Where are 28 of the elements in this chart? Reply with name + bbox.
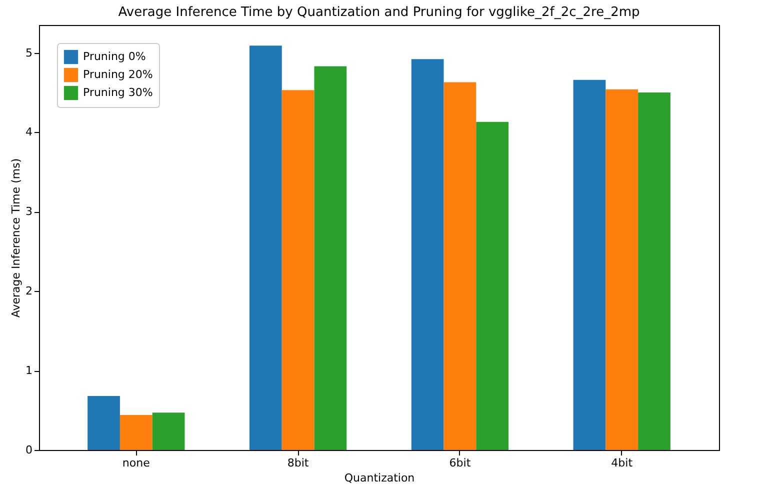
- bar: [638, 92, 670, 450]
- bar: [476, 122, 509, 450]
- bar: [152, 412, 185, 450]
- x-tick-label: 8bit: [287, 456, 310, 470]
- bar: [120, 415, 152, 450]
- y-tick-label: 4: [26, 126, 32, 139]
- x-tick-label: 6bit: [449, 456, 472, 470]
- legend-label: Pruning 20%: [83, 68, 153, 81]
- y-axis-title: Average Inference Time (ms): [10, 158, 22, 318]
- x-tick-label: 4bit: [611, 456, 634, 470]
- y-tick-label: 5: [26, 46, 32, 60]
- legend-label: Pruning 0%: [83, 50, 146, 63]
- bar: [88, 396, 120, 450]
- bar: [282, 90, 314, 450]
- y-tick-label: 2: [26, 284, 32, 298]
- y-tick-label: 1: [26, 364, 32, 378]
- y-tick-label: 3: [26, 205, 32, 218]
- chart-title: Average Inference Time by Quantization and Pruning for vgglike_2f_2c_2re_2mp: [118, 5, 640, 20]
- bar: [411, 59, 444, 450]
- y-tick-label: 0: [26, 444, 32, 456]
- x-axis-title: Quantization: [344, 472, 415, 484]
- bar: [606, 89, 638, 450]
- bar: [444, 82, 476, 450]
- x-tick-label: none: [122, 456, 150, 470]
- bar: [573, 80, 606, 450]
- legend-label: Pruning 30%: [83, 86, 153, 99]
- bar: [314, 66, 347, 450]
- bar: [249, 46, 282, 450]
